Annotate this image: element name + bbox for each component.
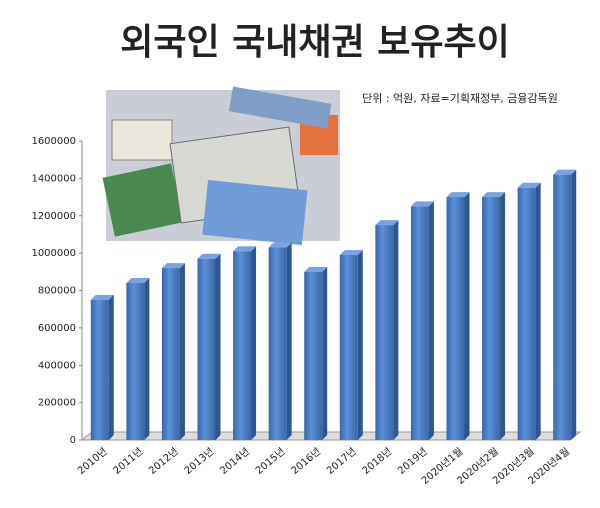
x-tick-label: 2016년 [289,445,323,476]
bar-side [428,201,434,440]
floor [80,431,582,441]
bar-side [286,242,292,440]
x-tick-label: 2015년 [253,445,287,476]
bar-side [500,192,506,440]
bar-top [126,278,150,284]
bar-side [357,249,363,440]
bar [517,187,536,440]
y-tick-label: 1600000 [31,136,76,147]
x-tick-label: 2010년 [75,445,109,476]
y-tick-label: 1400000 [31,173,76,184]
y-tick-label: 1200000 [31,211,76,222]
y-tick-label: 600000 [38,323,76,334]
bar [446,197,465,440]
photo [102,86,340,246]
chart-title: 외국인 국내채권 보유추이 [120,22,509,63]
bar [482,197,501,440]
bar [410,206,429,440]
bar-side [393,220,399,440]
bar-side [464,192,470,440]
bar-top [233,246,257,252]
bar-side [251,246,257,440]
bar [233,251,252,440]
bar [126,283,145,440]
x-tick-label: 2019년 [396,445,430,476]
bar-side [108,294,114,440]
bar-top [553,169,577,175]
x-tick-label: 2012년 [147,445,181,476]
bar-side [571,169,577,440]
bar [197,258,216,440]
y-tick-label: 0 [70,435,76,446]
bar [268,247,287,440]
bar-side [535,182,541,440]
bar [161,268,180,440]
y-tick-label: 400000 [38,360,76,371]
y-tick-label: 800000 [38,286,76,297]
bar-top [339,249,363,255]
x-tick-label: 2013년 [182,445,216,476]
bar [90,299,109,440]
bar-side [322,266,328,440]
bar-top [446,192,470,198]
bar-top [410,201,434,207]
bar [375,225,394,440]
bar-side [215,253,221,440]
bar-side [179,263,185,440]
x-tick-label: 2011년 [111,445,145,476]
x-tick-label: 2018년 [360,445,394,476]
bar [304,271,323,440]
bar-top [90,294,114,300]
subtitle: 단위 : 억원, 자료=기획재정부, 금융감독원 [362,92,558,105]
bar-top [161,263,185,269]
y-tick-label: 1000000 [31,248,76,259]
bar-top [197,253,221,259]
bar [553,174,572,440]
x-tick-label: 2017년 [324,445,358,476]
bar-top [517,182,541,188]
x-tick-label: 2014년 [218,445,252,476]
bar-top [375,220,399,226]
y-tick-label: 200000 [38,398,76,409]
bar-top [304,266,328,272]
bar-side [144,278,150,440]
bar-top [482,192,506,198]
bar-top [268,242,292,248]
bar [339,254,358,440]
